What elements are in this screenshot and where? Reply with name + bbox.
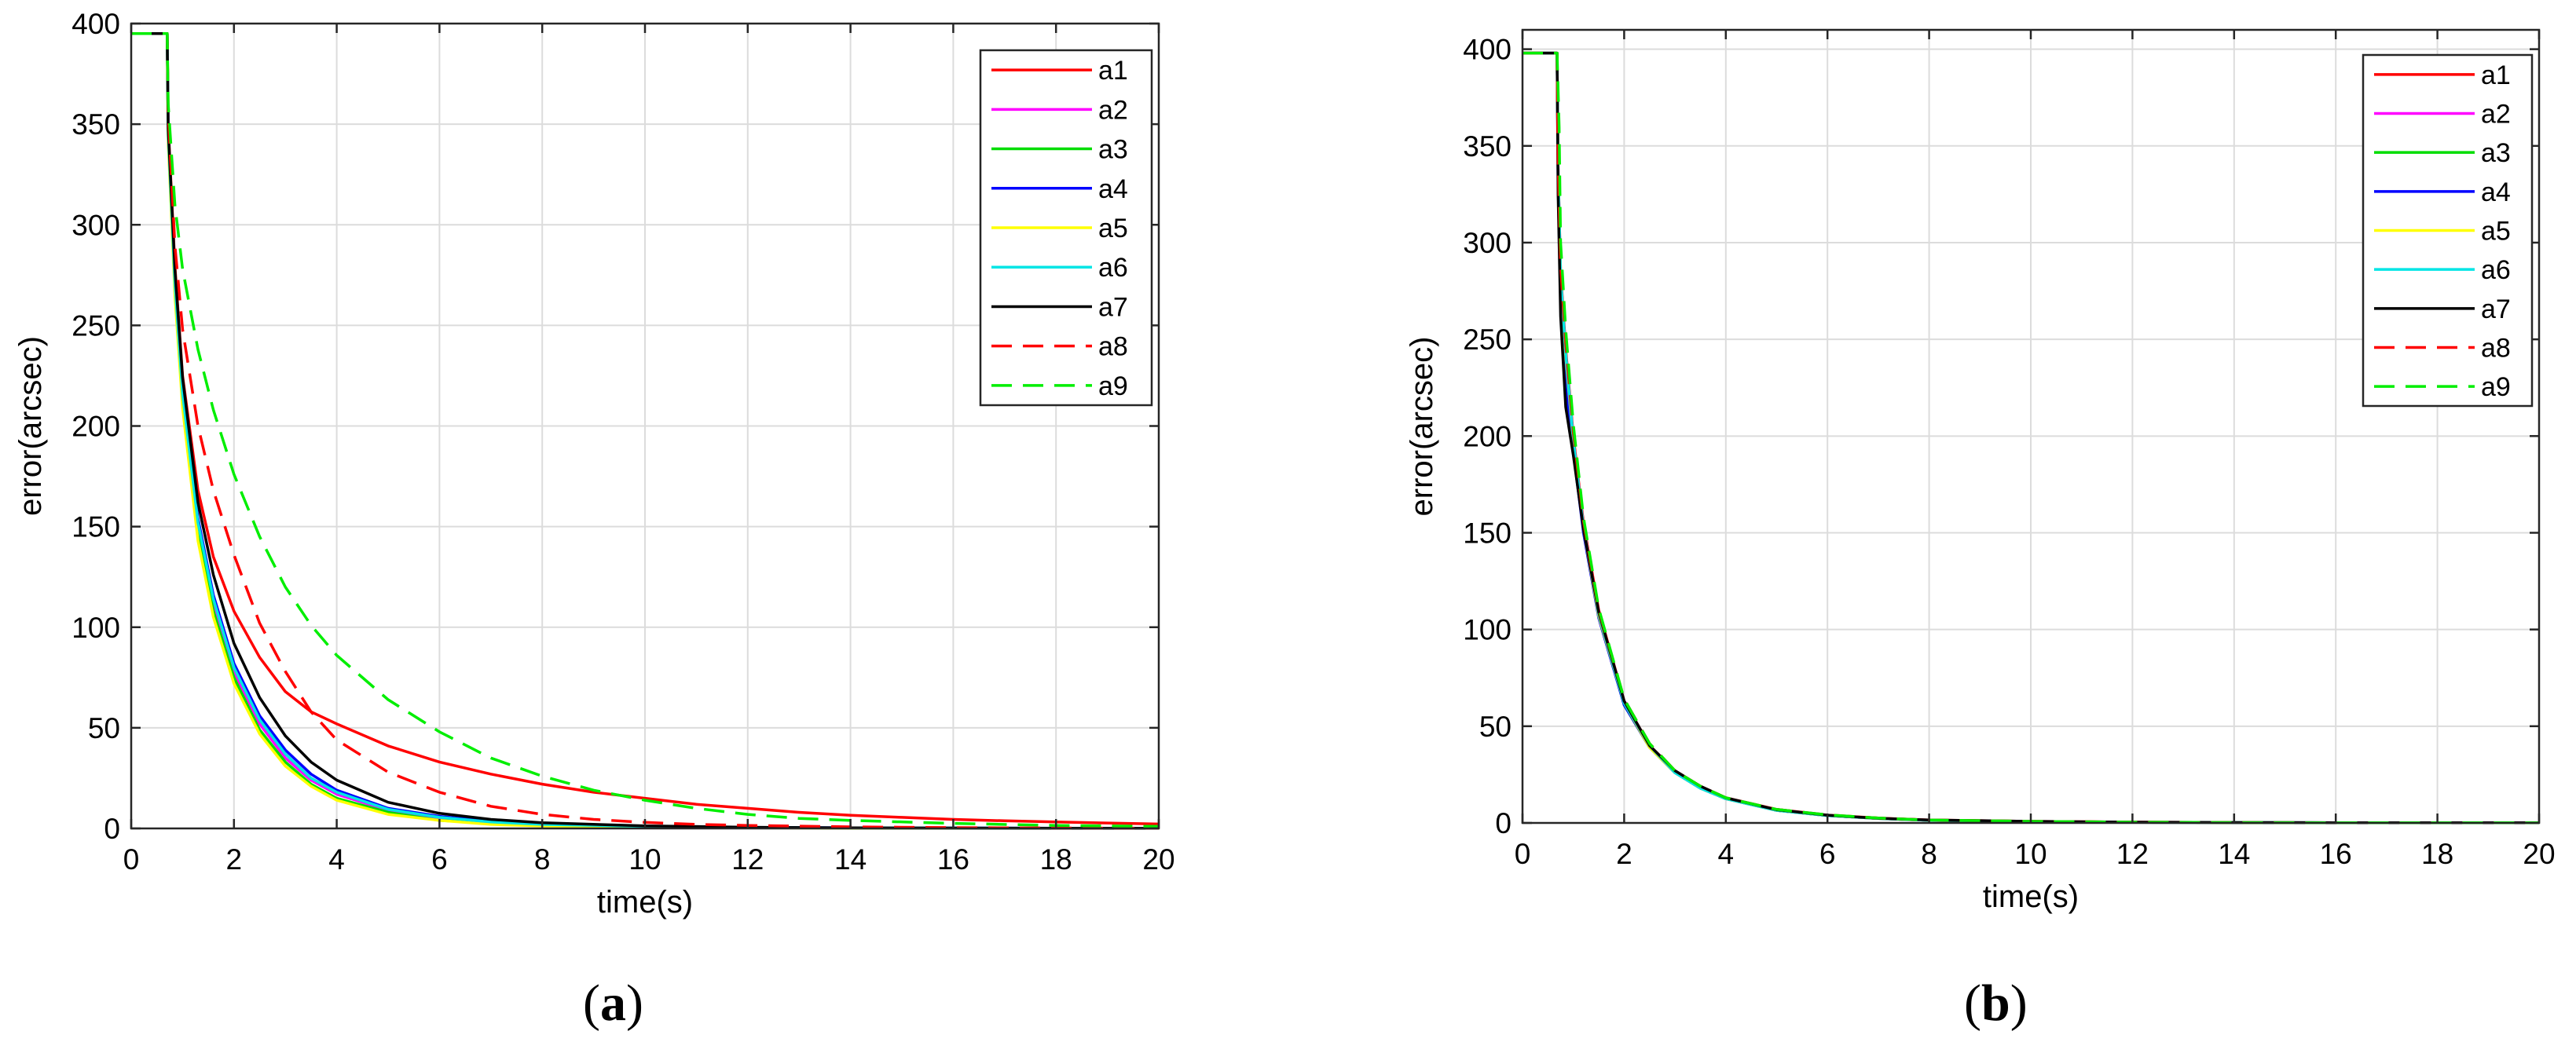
x-tick-label-a-2: 4 bbox=[328, 843, 345, 876]
legend-label-a-a7: a7 bbox=[1098, 292, 1128, 322]
y-tick-label-a-8: 400 bbox=[71, 8, 120, 40]
x-tick-label-b-1: 2 bbox=[1616, 838, 1632, 870]
x-tick-label-b-4: 8 bbox=[1921, 838, 1937, 870]
legend-a: a1 a2 a3 a4 a5 a6 a7 a8 a9 bbox=[979, 49, 1153, 407]
panel-label-b-close: ) bbox=[2010, 974, 2028, 1032]
legend-label-a-a6: a6 bbox=[1098, 253, 1128, 283]
x-tick-label-a-8: 16 bbox=[937, 843, 969, 876]
y-tick-label-b-8: 400 bbox=[1463, 34, 1512, 66]
plot-b: 0 2 4 6 8 10 12 14 16 18 2005010015020025030035040… bbox=[1405, 28, 2556, 914]
legend-label-b-a8: a8 bbox=[2481, 334, 2511, 364]
panel-label-b: (b) bbox=[1964, 974, 2028, 1033]
series-line-a-a9 bbox=[131, 32, 1160, 828]
legend-label-b-a3: a3 bbox=[2481, 138, 2511, 168]
legend-label-b-a1: a1 bbox=[2481, 60, 2511, 90]
y-tick-label-a-1: 50 bbox=[88, 712, 120, 744]
y-tick-label-a-0: 0 bbox=[104, 813, 120, 845]
x-tick-label-a-4: 8 bbox=[534, 843, 551, 876]
x-axis-label-a: time(s) bbox=[597, 885, 693, 920]
legend-label-a-a4: a4 bbox=[1098, 174, 1128, 204]
panel-label-b-letter: b bbox=[1981, 974, 2010, 1032]
x-axis-label-b: time(s) bbox=[1983, 879, 2079, 914]
series-line-a-a8 bbox=[131, 32, 1160, 830]
y-tick-label-b-0: 0 bbox=[1495, 807, 1512, 839]
legend-label-a-a1: a1 bbox=[1098, 56, 1128, 86]
y-tick-label-a-2: 100 bbox=[71, 612, 120, 644]
y-tick-label-b-5: 250 bbox=[1463, 324, 1512, 356]
y-tick-label-b-6: 300 bbox=[1463, 227, 1512, 259]
legend-label-a-a9: a9 bbox=[1098, 371, 1128, 401]
x-tick-label-b-7: 14 bbox=[2218, 838, 2250, 870]
x-tick-label-a-5: 10 bbox=[628, 843, 661, 876]
x-tick-label-b-6: 12 bbox=[2116, 838, 2149, 870]
y-tick-label-b-4: 200 bbox=[1463, 420, 1512, 452]
x-tick-label-b-8: 16 bbox=[2320, 838, 2352, 870]
legend-b: a1 a2 a3 a4 a5 a6 a7 a8 a9 bbox=[2362, 53, 2534, 408]
legend-label-b-a6: a6 bbox=[2481, 255, 2511, 285]
legend-label-a-a2: a2 bbox=[1098, 95, 1128, 125]
y-tick-label-b-2: 100 bbox=[1463, 614, 1512, 646]
y-tick-label-b-7: 350 bbox=[1463, 130, 1512, 163]
plot-a: 0 2 4 6 8 10 12 14 16 18 2005010015020025030035040… bbox=[13, 8, 1175, 920]
y-tick-label-a-7: 350 bbox=[71, 108, 120, 141]
y-tick-label-a-5: 250 bbox=[71, 309, 120, 342]
x-tick-label-b-2: 4 bbox=[1718, 838, 1735, 870]
panel-label-a-close: ) bbox=[625, 974, 643, 1032]
y-tick-label-b-1: 50 bbox=[1479, 711, 1512, 743]
x-tick-label-b-9: 18 bbox=[2421, 838, 2453, 870]
x-tick-label-b-5: 10 bbox=[2014, 838, 2047, 870]
x-tick-label-a-9: 18 bbox=[1040, 843, 1072, 876]
x-tick-label-a-3: 6 bbox=[431, 843, 448, 876]
legend-label-b-a4: a4 bbox=[2481, 177, 2511, 207]
legend-label-a-a8: a8 bbox=[1098, 332, 1128, 362]
panel-label-a: (a) bbox=[583, 974, 643, 1033]
y-tick-label-a-3: 150 bbox=[71, 511, 120, 543]
x-tick-label-a-7: 14 bbox=[834, 843, 867, 876]
x-tick-label-a-1: 2 bbox=[226, 843, 243, 876]
x-tick-label-b-0: 0 bbox=[1515, 838, 1531, 870]
legend-label-a-a5: a5 bbox=[1098, 214, 1128, 243]
y-tick-label-b-3: 150 bbox=[1463, 517, 1512, 549]
legend-label-b-a2: a2 bbox=[2481, 100, 2511, 130]
y-tick-label-a-6: 300 bbox=[71, 209, 120, 241]
x-tick-label-b-10: 20 bbox=[2523, 838, 2555, 870]
y-axis-label-a: error(arcsec) bbox=[13, 336, 48, 516]
legend-label-a-a3: a3 bbox=[1098, 135, 1128, 165]
y-axis-label-b: error(arcsec) bbox=[1405, 337, 1439, 517]
x-tick-label-a-6: 12 bbox=[731, 843, 764, 876]
panel-label-a-open: ( bbox=[583, 974, 600, 1032]
x-tick-label-a-10: 20 bbox=[1142, 843, 1174, 876]
x-tick-label-b-3: 6 bbox=[1819, 838, 1836, 870]
y-tick-label-a-4: 200 bbox=[71, 411, 120, 443]
legend-label-b-a9: a9 bbox=[2481, 372, 2511, 402]
panel-label-a-letter: a bbox=[599, 974, 626, 1032]
x-tick-label-a-0: 0 bbox=[123, 843, 140, 876]
legend-label-b-a5: a5 bbox=[2481, 217, 2511, 247]
panel-label-b-open: ( bbox=[1964, 974, 1981, 1032]
legend-label-b-a7: a7 bbox=[2481, 294, 2511, 324]
